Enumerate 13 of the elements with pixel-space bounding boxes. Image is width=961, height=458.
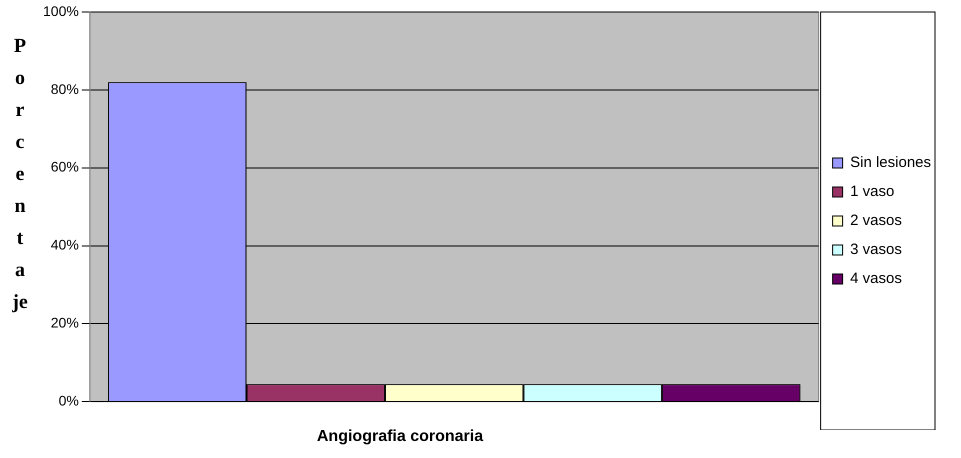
y-tick-label: 20% [50,314,79,331]
y-tick-label: 40% [50,236,79,253]
y-tick-label: 0% [58,392,79,408]
legend-label: 2 vasos [850,212,902,230]
y-tick-label: 60% [50,158,79,175]
y-tick-label: 80% [50,80,79,97]
legend-label: Sin lesiones [850,154,932,172]
y-tick-label: 100% [42,2,79,19]
legend-label: 4 vasos [850,270,902,288]
text: Porcentaje [12,35,28,313]
legend-label: 3 vasos [850,241,902,258]
x-axis-title: Angiografia coronaria [316,428,484,446]
legend-label: 1 vaso [850,183,894,200]
